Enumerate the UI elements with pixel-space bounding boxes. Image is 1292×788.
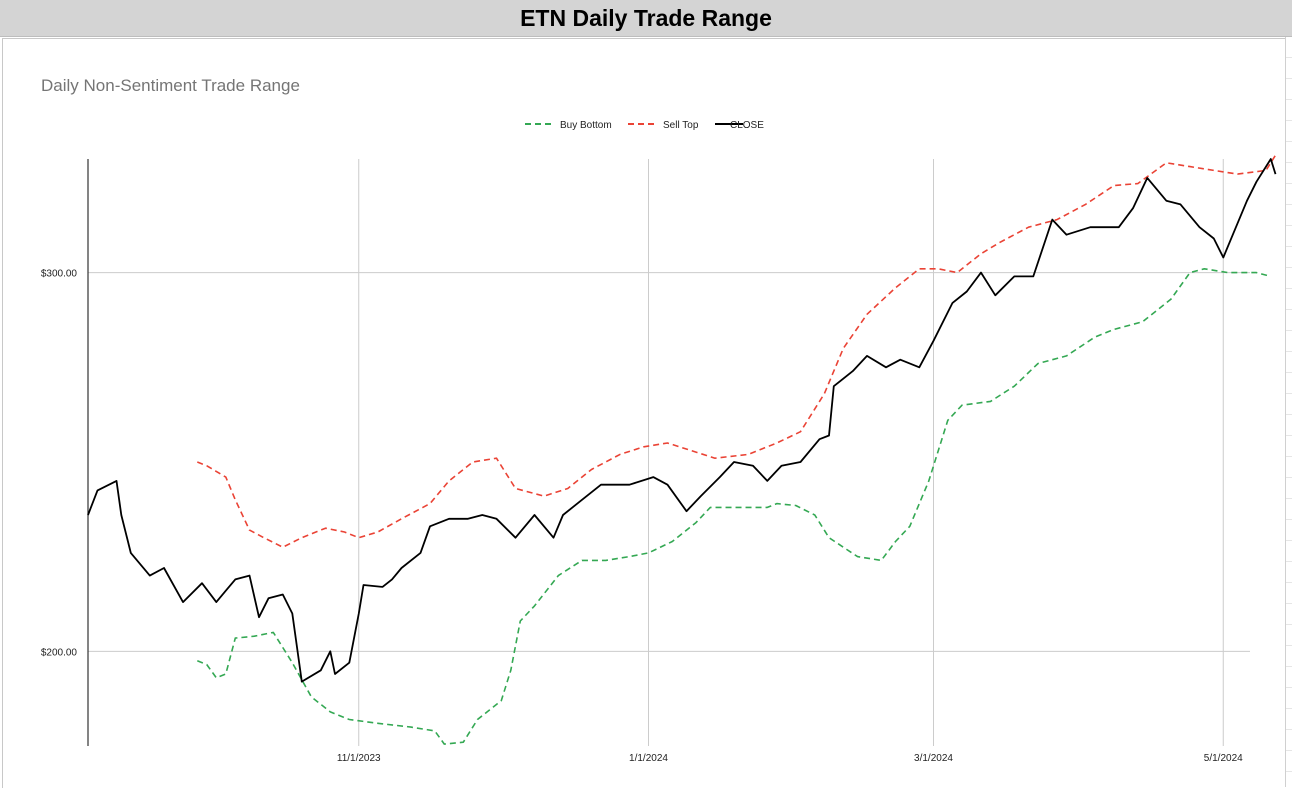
gridlines bbox=[88, 159, 1250, 746]
chart-title: Daily Non-Sentiment Trade Range bbox=[41, 76, 300, 95]
y-tick-label: $200.00 bbox=[41, 647, 78, 658]
x-tick-label: 1/1/2024 bbox=[629, 753, 668, 764]
sheet-title-bar: ETN Daily Trade Range bbox=[0, 0, 1292, 37]
series-buy-bottom bbox=[197, 268, 1272, 745]
series-sell-top bbox=[197, 154, 1277, 549]
x-tick-label: 3/1/2024 bbox=[914, 753, 953, 764]
legend-label: CLOSE bbox=[730, 120, 764, 131]
legend-label: Sell Top bbox=[663, 120, 699, 131]
spreadsheet-grid-edge bbox=[1285, 37, 1292, 787]
series-close bbox=[87, 158, 1277, 683]
chart-legend: Buy Bottom Sell Top CLOSE bbox=[525, 120, 764, 131]
y-tick-label: $300.00 bbox=[41, 269, 78, 280]
chart-panel[interactable]: Daily Non-Sentiment Trade Range Buy Bott… bbox=[2, 38, 1285, 788]
x-tick-label: 5/1/2024 bbox=[1204, 753, 1243, 764]
legend-label: Buy Bottom bbox=[560, 120, 612, 131]
x-tick-label: 11/1/2023 bbox=[337, 753, 381, 764]
line-chart: Daily Non-Sentiment Trade Range Buy Bott… bbox=[41, 76, 1277, 764]
axes: $200.00 $300.00 11/1/2023 1/1/2024 3/1/2024 5… bbox=[41, 159, 1243, 764]
series-lines bbox=[87, 154, 1277, 745]
sheet-title: ETN Daily Trade Range bbox=[520, 4, 772, 31]
